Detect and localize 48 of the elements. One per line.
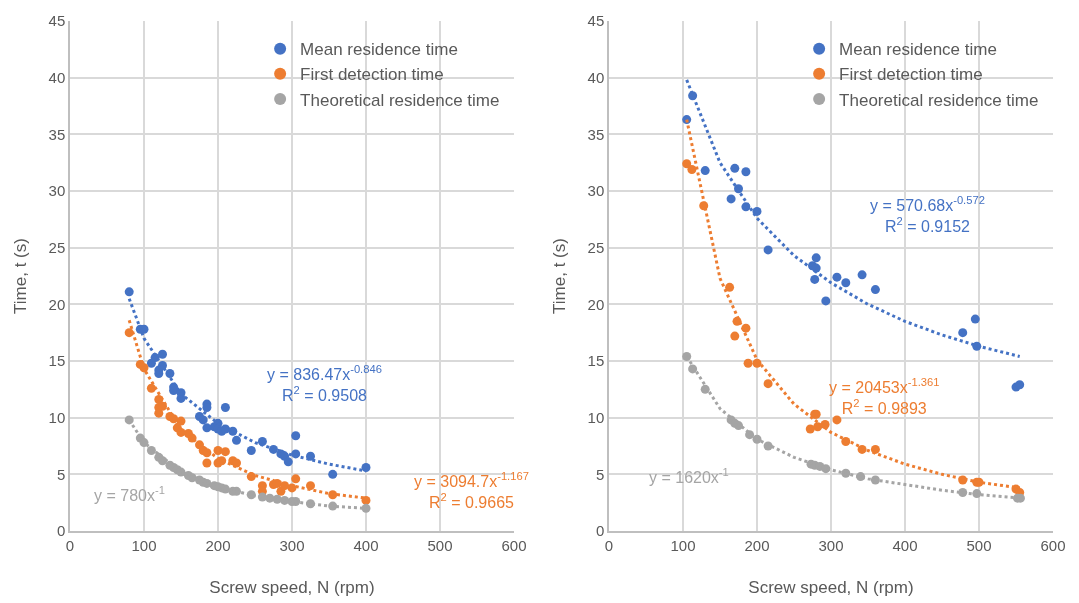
x-tick-label: 200 [205, 536, 231, 554]
legend-label: Theoretical residence time [839, 90, 1039, 110]
x-tick-label: 500 [966, 536, 992, 554]
x-tick-label: 200 [744, 536, 770, 554]
legend-label: Theoretical residence time [300, 90, 500, 110]
text: y = 570.68x$^{-0.572}$ R$^{2}$ = 0.9152 [870, 194, 985, 235]
x-tick-label: 300 [279, 536, 305, 554]
y-tick-label: 45 [587, 12, 605, 30]
y-tick-label: 15 [48, 352, 66, 370]
y-tick-label: 40 [48, 68, 66, 86]
y-tick-label: 30 [587, 182, 605, 200]
text: y = 3094.7x$^{-1.167}$ R$^{2}$ = 0.9665 [414, 470, 529, 511]
x-tick-label: 600 [1040, 536, 1066, 554]
y-tick-label: 10 [587, 408, 605, 426]
y-tick-label: 35 [48, 125, 66, 143]
legend-label: First detection time [300, 65, 444, 85]
text: y = 836.47x$^{-0.846}$ R$^{2}$ = 0.9508 [267, 363, 382, 404]
x-tick-label: 100 [670, 536, 696, 554]
legend-label: Mean residence time [300, 40, 458, 60]
y-tick-label: 40 [587, 68, 605, 86]
series-label: y = 780x$^{-1}$ [94, 484, 165, 504]
y-tick-label: 15 [587, 352, 605, 370]
y-tick-label: 0 [56, 522, 66, 540]
y-tick-label: 30 [48, 182, 66, 200]
y-tick-label: 5 [56, 465, 66, 483]
y-tick-label: 45 [48, 12, 66, 30]
x-tick-label: 600 [501, 536, 527, 554]
y-tick-label: 10 [48, 408, 66, 426]
x-tick-label: 100 [131, 536, 157, 554]
x-axis-title: Screw speed, N (rpm) [748, 577, 914, 597]
text: y = 1620x$^{-1}$ [649, 466, 729, 486]
x-tick-label: 500 [427, 536, 453, 554]
y-tick-label: 20 [587, 295, 605, 313]
y-tick-label: 20 [48, 295, 66, 313]
x-tick-label: 400 [353, 536, 379, 554]
y-tick-label: 25 [48, 238, 66, 256]
legend-label: Mean residence time [839, 40, 997, 60]
y-axis-title: Time, t (s) [10, 238, 30, 314]
y-tick-label: 25 [587, 238, 605, 256]
y-tick-label: 35 [587, 125, 605, 143]
x-axis-title: Screw speed, N (rpm) [209, 577, 375, 597]
text: y = 20453x$^{-1.361}$ R$^{2}$ = 0.9893 [829, 376, 940, 417]
y-axis-title: Time, t (s) [549, 238, 569, 314]
y-tick-label: 0 [595, 522, 605, 540]
x-tick-label: 400 [892, 536, 918, 554]
x-tick-label: 300 [818, 536, 844, 554]
legend-label: First detection time [839, 65, 983, 85]
y-tick-label: 5 [595, 465, 605, 483]
